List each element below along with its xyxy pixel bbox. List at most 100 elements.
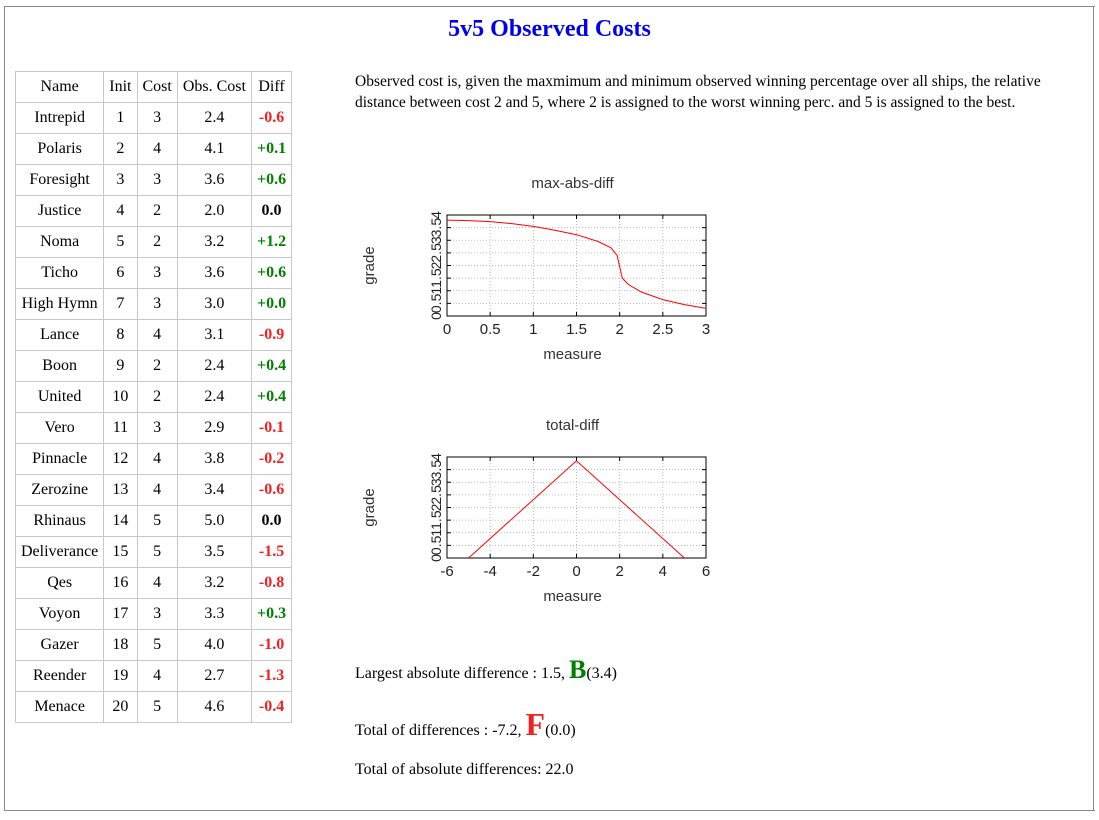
total-abs-diff-summary: Total of absolute differences: 22.0 (355, 761, 574, 778)
ship-name-cell: Intrepid (14, 102, 105, 134)
chart-total-diff: total-diff-6 -4 -2 0 2 4 600.511.522.533.54mea… (361, 417, 710, 605)
x-tick-label: 0 (572, 563, 580, 580)
chart-title: total-diff (546, 417, 600, 434)
y-tick-label: 2.5 (428, 243, 444, 263)
ship-name-cell: Foresight (14, 164, 105, 196)
y-tick-label: 2 (428, 261, 444, 269)
largest-diff-summary: Largest absolute difference : 1.5, B(3.4… (355, 655, 617, 685)
ship-name-cell: Gazer (14, 629, 105, 661)
ship-name-cell: Ticho (14, 257, 105, 289)
x-tick-label: 4 (659, 563, 667, 580)
ship-name-cell: Rhinaus (14, 505, 105, 537)
obs-cost-cell: 2.7 (176, 660, 252, 692)
cost-cell: 2 (136, 195, 178, 227)
table-row: Boon 9 2 2.4 +0.4 (14, 350, 293, 382)
y-tick-label: 1 (428, 287, 444, 295)
table-row: Menace 20 5 4.6 -0.4 (14, 691, 293, 723)
init-cell: 17 (103, 598, 138, 630)
cost-cell: 3 (136, 257, 178, 289)
total-diff-label: Total of differences : -7.2, (355, 722, 526, 739)
ship-name-cell: Boon (14, 350, 105, 382)
y-tick-label: 1 (428, 529, 444, 537)
table-row: High Hymn 7 3 3.0 +0.0 (14, 288, 293, 320)
table-row: Intrepid 1 3 2.4 -0.6 (14, 102, 293, 134)
x-tick-label: 6 (702, 563, 710, 580)
init-cell: 9 (103, 350, 138, 382)
diff-cell: -0.6 (250, 102, 293, 134)
init-cell: 13 (103, 474, 138, 506)
left-border (4, 6, 5, 811)
table-row: Foresight 3 3 3.6 +0.6 (14, 164, 293, 196)
x-tick-label: 2 (615, 563, 623, 580)
table-row: Gazer 18 5 4.0 -1.0 (14, 629, 293, 661)
page-title: 5v5 Observed Costs (448, 16, 651, 42)
x-tick-label: 2 (615, 321, 623, 338)
table-row: Zerozine 13 4 3.4 -0.6 (14, 474, 293, 506)
diff-cell: -0.4 (250, 691, 293, 723)
table-row: Vero 11 3 2.9 -0.1 (14, 412, 293, 444)
y-tick-label: 4 (428, 211, 444, 219)
x-tick-label: -4 (483, 563, 496, 580)
cost-cell: 2 (136, 226, 178, 258)
cost-cell: 2 (136, 350, 178, 382)
init-cell: 14 (103, 505, 138, 537)
y-tick-label: 0.5 (428, 293, 444, 313)
table-row: Deliverance 15 5 3.5 -1.5 (14, 536, 293, 568)
diff-cell: -0.2 (250, 443, 293, 475)
diff-cell: +0.4 (250, 350, 293, 382)
cost-cell: 5 (136, 629, 178, 661)
ship-name-cell: Pinnacle (14, 443, 105, 475)
column-header: Obs. Cost (176, 71, 252, 103)
obs-cost-cell: 3.0 (176, 288, 252, 320)
x-tick-label: 2.5 (652, 321, 673, 338)
obs-cost-cell: 3.3 (176, 598, 252, 630)
diff-cell: +0.0 (250, 288, 293, 320)
ship-name-cell: Deliverance (14, 536, 105, 568)
obs-cost-cell: 3.4 (176, 474, 252, 506)
obs-cost-cell: 2.4 (176, 381, 252, 413)
init-cell: 16 (103, 567, 138, 599)
init-cell: 19 (103, 660, 138, 692)
series-line (468, 460, 685, 558)
obs-cost-cell: 3.2 (176, 226, 252, 258)
cost-cell: 5 (136, 505, 178, 537)
init-cell: 18 (103, 629, 138, 661)
init-cell: 15 (103, 536, 138, 568)
diff-cell: -0.8 (250, 567, 293, 599)
table-row: Polaris 2 4 4.1 +0.1 (14, 133, 293, 165)
total-diff-summary: Total of differences : -7.2, F(0.0) (355, 706, 576, 743)
y-tick-label: 4 (428, 453, 444, 461)
table-row: Voyon 17 3 3.3 +0.3 (14, 598, 293, 630)
diff-cell: +0.3 (250, 598, 293, 630)
obs-cost-cell: 3.1 (176, 319, 252, 351)
x-tick-label: 1 (529, 321, 537, 338)
table-row: Qes 16 4 3.2 -0.8 (14, 567, 293, 599)
cost-cell: 4 (136, 443, 178, 475)
init-cell: 7 (103, 288, 138, 320)
y-tick-label: 3 (428, 236, 444, 244)
obs-cost-cell: 3.2 (176, 567, 252, 599)
ship-name-cell: Qes (14, 567, 105, 599)
cost-cell: 4 (136, 567, 178, 599)
table-header-row: Name Init Cost Obs. Cost Diff (14, 71, 293, 103)
ship-name-cell: Noma (14, 226, 105, 258)
y-tick-label: 1.5 (428, 510, 444, 530)
table-row: Noma 5 2 3.2 +1.2 (14, 226, 293, 258)
column-header: Init (103, 71, 138, 103)
ship-name-cell: Zerozine (14, 474, 105, 506)
column-header: Cost (136, 71, 178, 103)
table-row: Lance 8 4 3.1 -0.9 (14, 319, 293, 351)
y-tick-label: 3.5 (428, 460, 444, 480)
table-row: Pinnacle 12 4 3.8 -0.2 (14, 443, 293, 475)
x-tick-label: 1.5 (566, 321, 587, 338)
column-header: Name (14, 71, 105, 103)
table-row: Ticho 6 3 3.6 +0.6 (14, 257, 293, 289)
largest-diff-label: Largest absolute difference : 1.5, (355, 665, 569, 682)
cost-cell: 3 (136, 288, 178, 320)
obs-cost-cell: 2.4 (176, 102, 252, 134)
diff-cell: -1.3 (250, 660, 293, 692)
init-cell: 5 (103, 226, 138, 258)
ship-name-cell: Justice (14, 195, 105, 227)
init-cell: 11 (103, 412, 138, 444)
y-axis-label: grade (361, 488, 378, 526)
